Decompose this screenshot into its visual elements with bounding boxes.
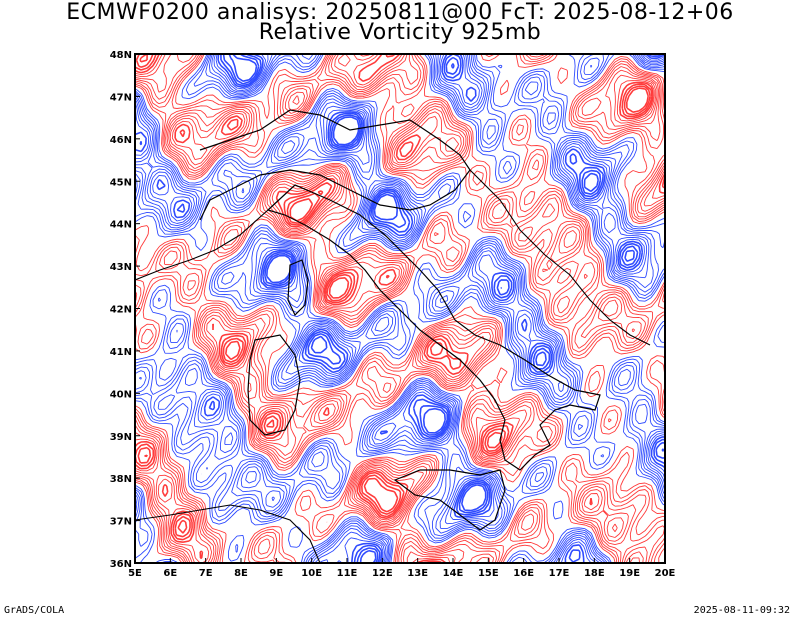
lon-tick-label: 16E [513, 568, 534, 579]
lon-tick-label: 11E [337, 568, 358, 579]
positive-vorticity-contour [135, 54, 665, 563]
lon-tick-label: 15E [478, 568, 499, 579]
negative-vorticity-contour [228, 54, 665, 563]
lat-tick-label: 43N [110, 262, 132, 273]
chart-subtitle: Relative Vorticity 925mb [258, 20, 542, 45]
sardinia-outline [247, 334, 301, 436]
balkan-coast [469, 169, 651, 346]
africa-coast [135, 504, 321, 563]
positive-vorticity-contour [135, 54, 665, 563]
positive-vorticity-contour [135, 54, 651, 563]
lon-tick-label: 5E [128, 568, 142, 579]
positive-vorticity-contour [139, 54, 649, 534]
negative-vorticity-contour [135, 54, 665, 563]
alps-border [199, 109, 471, 221]
lon-tick-label: 19E [619, 568, 640, 579]
lon-tick-label: 9E [269, 568, 283, 579]
lon-tick-label: 8E [234, 568, 248, 579]
negative-vorticity-contour [139, 54, 665, 563]
negative-vorticity-contour [135, 54, 665, 563]
positive-vorticity-contour [135, 54, 665, 563]
lon-tick-label: 17E [549, 568, 570, 579]
positive-vorticity-contour [135, 54, 665, 563]
lon-tick-label: 7E [199, 568, 213, 579]
lon-tick-label: 13E [407, 568, 428, 579]
corsica-outline [287, 259, 309, 317]
lat-tick-label: 41N [110, 347, 132, 358]
france-coast [135, 209, 269, 281]
positive-vorticity-contour [135, 54, 665, 563]
lat-tick-label: 46N [110, 135, 132, 146]
y-axis-ticks [135, 53, 140, 564]
coastline-borders [135, 109, 651, 563]
negative-vorticity-contour [135, 54, 665, 563]
lon-tick-label: 14E [443, 568, 464, 579]
lat-tick-label: 45N [110, 177, 132, 188]
footer-software: GrADS/COLA [4, 605, 65, 616]
lat-tick-label: 36N [110, 559, 132, 570]
positive-vorticity-contour [135, 54, 665, 563]
negative-vorticity-contour [135, 54, 665, 563]
lat-tick-label: 37N [110, 517, 132, 528]
x-axis-ticks [134, 558, 666, 563]
lat-tick-label: 42N [110, 305, 132, 316]
x-axis-labels: 5E 6E 7E 8E 9E 10E 11E 12E 13E 14E 15E 16E 17E 18E 19E… [128, 568, 675, 579]
positive-vorticity-contour [135, 54, 665, 563]
italy-outline [266, 184, 601, 471]
sicily-outline [393, 469, 506, 531]
lon-tick-label: 18E [584, 568, 605, 579]
lon-tick-label: 12E [372, 568, 393, 579]
positive-vorticity-contour [135, 54, 665, 563]
lat-tick-label: 39N [110, 432, 132, 443]
negative-vorticity-contour [135, 54, 665, 563]
lat-tick-label: 40N [110, 389, 132, 400]
lon-tick-label: 10E [301, 568, 322, 579]
lon-tick-label: 6E [163, 568, 177, 579]
vorticity-contours [135, 54, 665, 563]
y-axis-labels: 36N 37N 38N 39N 40N 41N 42N 43N 44N 45N 46N 47N 48N [110, 50, 132, 570]
lat-tick-label: 38N [110, 474, 132, 485]
lat-tick-label: 44N [110, 220, 132, 231]
footer-timestamp: 2025-08-11-09:32 [693, 605, 790, 616]
positive-vorticity-contour [135, 54, 665, 563]
negative-vorticity-contour [135, 54, 665, 563]
negative-vorticity-contour [222, 54, 665, 563]
lat-tick-label: 47N [110, 92, 132, 103]
negative-vorticity-contour [135, 54, 665, 563]
chart-title: ECMWF0200 analisys: 20250811@00 FcT: 202… [66, 0, 734, 25]
lon-tick-label: 20E [655, 568, 676, 579]
negative-vorticity-contour [135, 54, 665, 563]
lat-tick-label: 48N [110, 50, 132, 61]
